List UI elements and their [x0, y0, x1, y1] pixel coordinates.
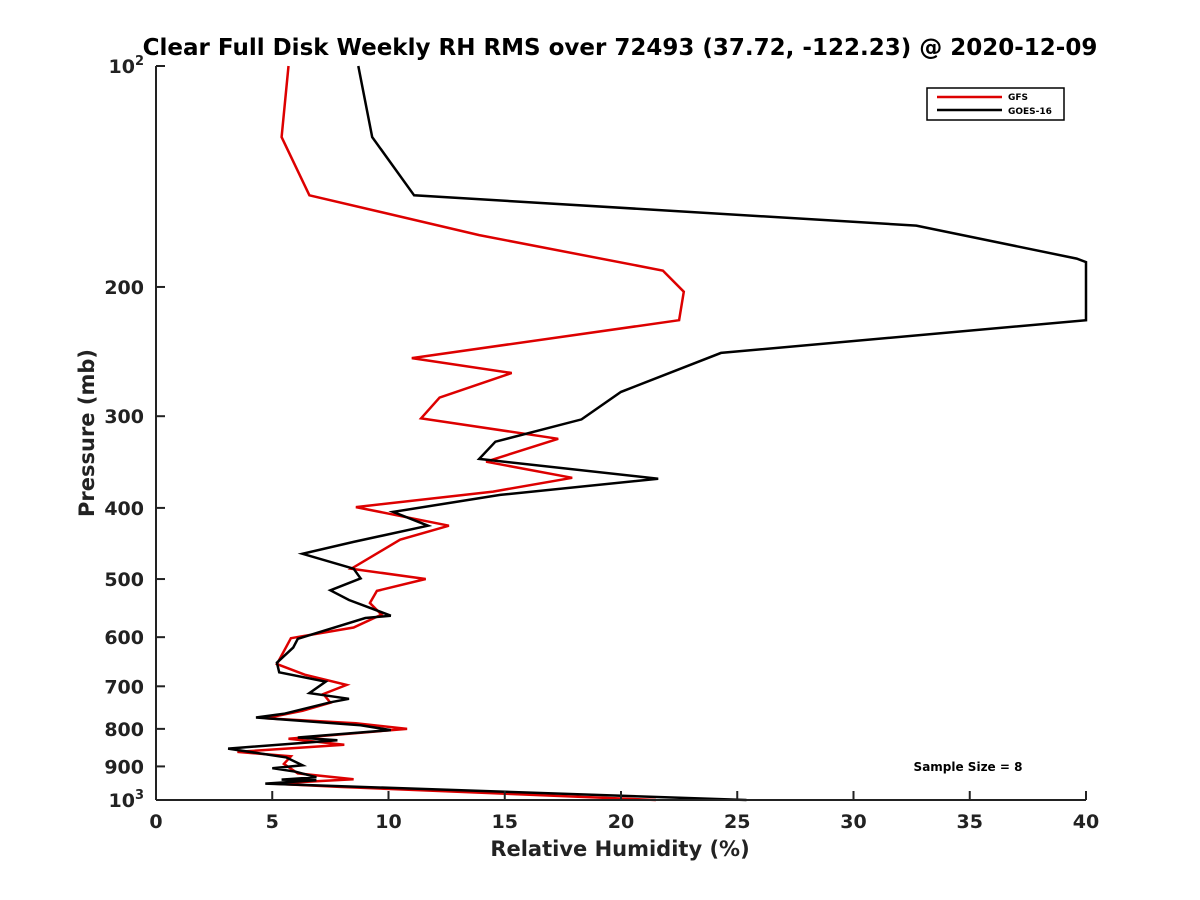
x-tick-label: 35: [957, 811, 983, 833]
legend-box: [926, 87, 1065, 121]
y-tick-label: 700: [104, 676, 144, 698]
y-tick-label: 900: [104, 756, 144, 778]
x-tick-label: 25: [724, 811, 750, 833]
series-line-gfs: [237, 65, 686, 802]
y-tick-label: 102: [109, 54, 145, 78]
series-line-goes16: [227, 65, 1088, 802]
sample-size-annotation: Sample Size = 8: [914, 760, 1023, 774]
y-axis-label: Pressure (mb): [75, 349, 99, 517]
chart-title: Clear Full Disk Weekly RH RMS over 72493…: [143, 35, 1098, 61]
legend: GFS GOES-16: [926, 87, 1065, 121]
y-tick-label: 400: [104, 498, 144, 520]
y-tick-label: 200: [104, 277, 144, 299]
y-axis-ticks: 102 200 300 400 500 600 700 800 900 103: [104, 54, 165, 812]
x-tick-label: 5: [266, 811, 279, 833]
y-tick-label: 500: [104, 569, 144, 591]
x-axis-ticks: 0 5 10 15 20 25 30 35 40: [149, 791, 1099, 833]
y-tick-label: 300: [104, 406, 144, 428]
series-layer: [227, 65, 1088, 802]
x-tick-label: 0: [149, 811, 162, 833]
legend-label-gfs: GFS: [1008, 93, 1028, 103]
legend-label-goes16: GOES-16: [1008, 107, 1052, 117]
x-tick-label: 15: [492, 811, 518, 833]
plot-area: 0 5 10 15 20 25 30 35 40 102 200 300 400 500 600 700 80…: [104, 54, 1099, 833]
x-tick-label: 40: [1073, 811, 1099, 833]
y-tick-label: 600: [104, 627, 144, 649]
x-tick-label: 30: [840, 811, 866, 833]
y-tick-label: 800: [104, 719, 144, 741]
x-tick-label: 10: [375, 811, 401, 833]
x-tick-label: 20: [608, 811, 634, 833]
y-tick-label: 103: [109, 788, 145, 812]
x-axis-label: Relative Humidity (%): [490, 837, 749, 861]
